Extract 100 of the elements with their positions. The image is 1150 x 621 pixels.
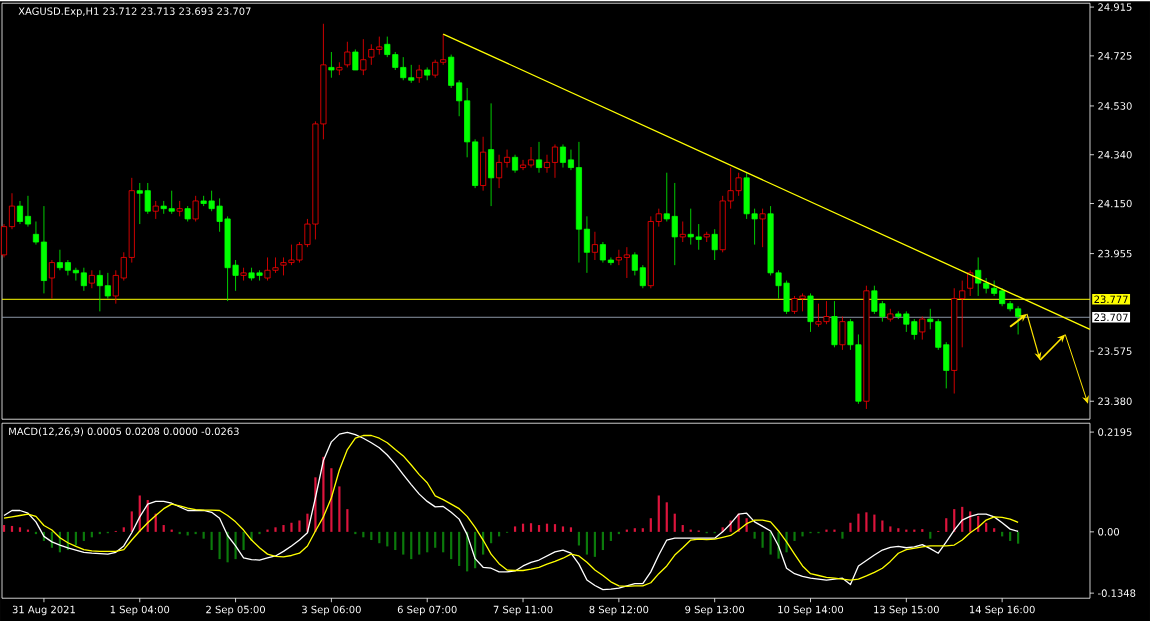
candlestick <box>328 51 335 78</box>
bar <box>234 531 237 560</box>
bar <box>402 531 405 555</box>
bar <box>290 522 293 532</box>
bar <box>641 528 644 532</box>
y-tick-label: 0.00 <box>1098 527 1120 536</box>
bar <box>537 524 541 532</box>
candlestick <box>623 246 630 279</box>
bar <box>865 512 868 532</box>
candlestick <box>360 38 367 76</box>
candlestick <box>967 269 974 297</box>
bar <box>681 524 684 532</box>
candlestick <box>192 195 199 222</box>
y-tick-label: 23.380 <box>1098 397 1132 405</box>
bar <box>753 531 756 539</box>
candlestick <box>96 269 103 312</box>
bar <box>561 526 565 532</box>
bar <box>889 526 892 532</box>
bar <box>657 495 660 532</box>
y-tick-label: 24.340 <box>1098 150 1132 159</box>
x-tick-label: 13 Sep 15:00 <box>874 605 939 616</box>
y-tick-label: 23.575 <box>1098 347 1132 355</box>
candlestick <box>240 267 247 281</box>
x-tick-label: 1 Sep 04:00 <box>110 605 170 616</box>
candlestick <box>559 143 566 168</box>
bar <box>665 502 668 532</box>
bar <box>298 520 301 532</box>
candlestick <box>64 259 71 276</box>
bar <box>226 531 229 563</box>
bar <box>609 531 612 541</box>
candlestick <box>607 256 614 266</box>
bar <box>434 531 437 548</box>
candlestick <box>679 220 686 243</box>
candlestick <box>456 79 463 117</box>
bar <box>266 529 269 532</box>
bar <box>274 527 277 532</box>
x-tick-label: 14 Sep 16:00 <box>969 605 1035 616</box>
candlestick <box>639 264 646 289</box>
bar <box>282 524 285 532</box>
bar <box>849 522 852 532</box>
candlestick <box>16 200 24 225</box>
bar <box>793 531 796 541</box>
bar <box>202 531 205 539</box>
y-tick-label: 23.955 <box>1098 249 1132 258</box>
bar <box>529 523 533 532</box>
chart-title: MACD(12,26,9) 0.0005 0.0208 0.0000 -0.0263 <box>9 427 239 437</box>
x-tick-label: 8 Sep 12:00 <box>589 605 649 616</box>
bar <box>945 518 948 532</box>
bar <box>801 531 804 537</box>
candlestick <box>352 48 359 71</box>
bar <box>394 531 397 550</box>
candlestick <box>176 200 183 217</box>
candlestick <box>591 231 598 261</box>
y-tick-label: 24.725 <box>1098 51 1132 60</box>
candlestick <box>56 249 63 271</box>
bar <box>897 528 900 532</box>
candlestick <box>520 159 527 171</box>
candlestick <box>567 149 574 171</box>
candlestick <box>975 256 982 297</box>
candlestick <box>104 272 111 299</box>
y-tick-label: 24.530 <box>1098 102 1132 110</box>
candlestick <box>32 220 39 245</box>
y-tick-label: -0.1348 <box>1097 589 1136 597</box>
bar <box>585 531 589 555</box>
bar <box>985 522 988 532</box>
candlestick <box>24 195 31 227</box>
x-tick-label: 2 Sep 05:00 <box>206 605 265 616</box>
candlestick <box>8 192 16 230</box>
candlestick <box>543 154 551 173</box>
x-tick-label: 6 Sep 07:00 <box>397 605 457 616</box>
bar <box>769 531 772 555</box>
bar <box>458 531 461 566</box>
bar <box>450 531 453 560</box>
ref-line-label: 23.707 <box>1094 313 1128 321</box>
bar <box>10 525 14 532</box>
bar <box>841 531 844 539</box>
bar <box>673 513 676 532</box>
candlestick <box>711 228 718 261</box>
bar <box>122 527 125 532</box>
bar <box>761 531 764 548</box>
bar <box>601 531 604 550</box>
candlestick <box>919 316 926 340</box>
x-tick-label: 7 Sep 11:00 <box>493 605 553 616</box>
bar <box>18 527 22 532</box>
bar <box>513 526 517 532</box>
bar <box>993 528 996 532</box>
y-tick-label: 24.150 <box>1098 199 1132 208</box>
bar <box>162 524 165 532</box>
bar <box>569 527 573 532</box>
candlestick <box>583 215 590 274</box>
candlestick <box>72 267 79 281</box>
bar <box>2 524 6 532</box>
y-tick-label: 24.915 <box>1098 3 1132 11</box>
bar <box>593 531 597 557</box>
chart-title: XAGUSD.Exp,H1 23.712 23.713 23.693 23.707 <box>18 7 251 17</box>
candlestick <box>839 316 846 351</box>
bar <box>82 531 85 541</box>
x-tick-label: 31 Aug 2021 <box>12 605 75 616</box>
bar <box>210 531 213 550</box>
bar <box>921 529 924 532</box>
